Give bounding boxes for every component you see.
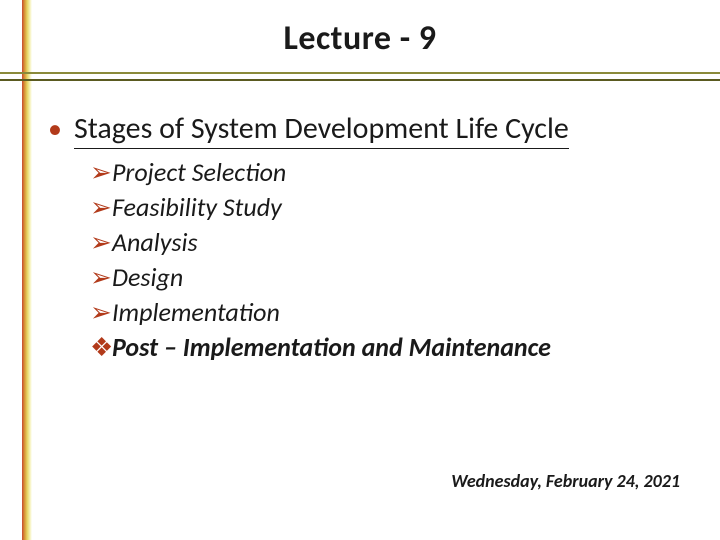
slide-title: Lecture - 9 <box>0 18 720 59</box>
list-item-text: Design <box>112 260 183 295</box>
heading-row: • Stages of System Development Life Cycl… <box>48 110 688 149</box>
heading-text: Stages of System Development Life Cycle <box>74 110 569 149</box>
list-item: ➢Project Selection <box>90 155 688 190</box>
list-item-text: Post – Implementation and Maintenance <box>112 330 551 365</box>
list-item: ➢Design <box>90 260 688 295</box>
list-item: ➢Implementation <box>90 295 688 330</box>
sub-list: ➢Project Selection➢Feasibility Study➢Ana… <box>90 155 688 366</box>
chevron-icon: ➢ <box>90 260 112 295</box>
title-underline <box>0 72 720 81</box>
list-item: ➢Analysis <box>90 225 688 260</box>
rule-bottom <box>0 79 720 81</box>
chevron-icon: ➢ <box>90 225 112 260</box>
list-item-text: Feasibility Study <box>112 190 282 225</box>
list-item: ➢Feasibility Study <box>90 190 688 225</box>
list-item-text: Analysis <box>112 225 198 260</box>
footer-date: Wednesday, February 24, 2021 <box>451 470 680 492</box>
chevron-icon: ➢ <box>90 155 112 190</box>
diamond-icon: ❖ <box>90 330 112 365</box>
content-area: • Stages of System Development Life Cycl… <box>48 110 688 366</box>
chevron-icon: ➢ <box>90 190 112 225</box>
bullet-dot-icon: • <box>48 115 62 143</box>
list-item-text: Implementation <box>112 295 280 330</box>
list-item-text: Project Selection <box>112 155 286 190</box>
chevron-icon: ➢ <box>90 295 112 330</box>
accent-bar <box>22 0 32 540</box>
list-item: ❖Post – Implementation and Maintenance <box>90 330 688 365</box>
title-area: Lecture - 9 <box>0 18 720 59</box>
